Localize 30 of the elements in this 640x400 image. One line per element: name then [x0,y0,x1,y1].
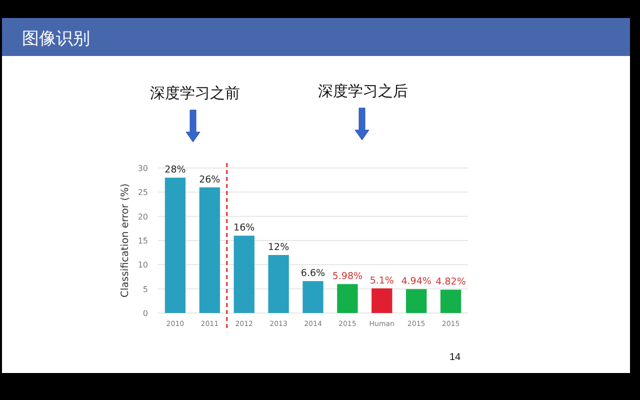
bar [337,284,358,313]
y-tick-label: 25 [138,188,148,198]
data-label: 6.6% [300,268,326,280]
bar [234,236,254,313]
chart-title: 图像识别 [22,29,90,48]
bar [440,290,462,313]
data-label: 5.1% [370,275,394,286]
data-label: 4.94% [401,276,432,288]
y-axis-title: Classification error (%) [120,183,131,298]
bar [164,178,186,313]
y-tick-label: 15 [138,236,148,246]
data-label: 12% [268,242,290,253]
text: 14 [449,352,461,363]
bar [199,187,220,313]
bar [406,289,427,313]
y-tick-label: 20 [138,212,148,222]
bar [268,255,289,313]
data-label: 28% [164,164,186,176]
data-label: 16% [234,222,255,234]
y-tick-label: 10 [138,260,148,270]
text: 深度学习之前 [150,85,240,102]
bar [372,288,392,313]
bar [302,281,324,313]
data-label: 4.82% [436,276,466,288]
text: 深度学习之后 [318,83,408,100]
data-label: 5.98% [332,271,363,282]
data-label: 26% [199,174,220,186]
y-tick-label: 0 [142,309,148,318]
y-tick-label: 30 [138,164,148,173]
y-tick-label: 5 [142,284,148,294]
